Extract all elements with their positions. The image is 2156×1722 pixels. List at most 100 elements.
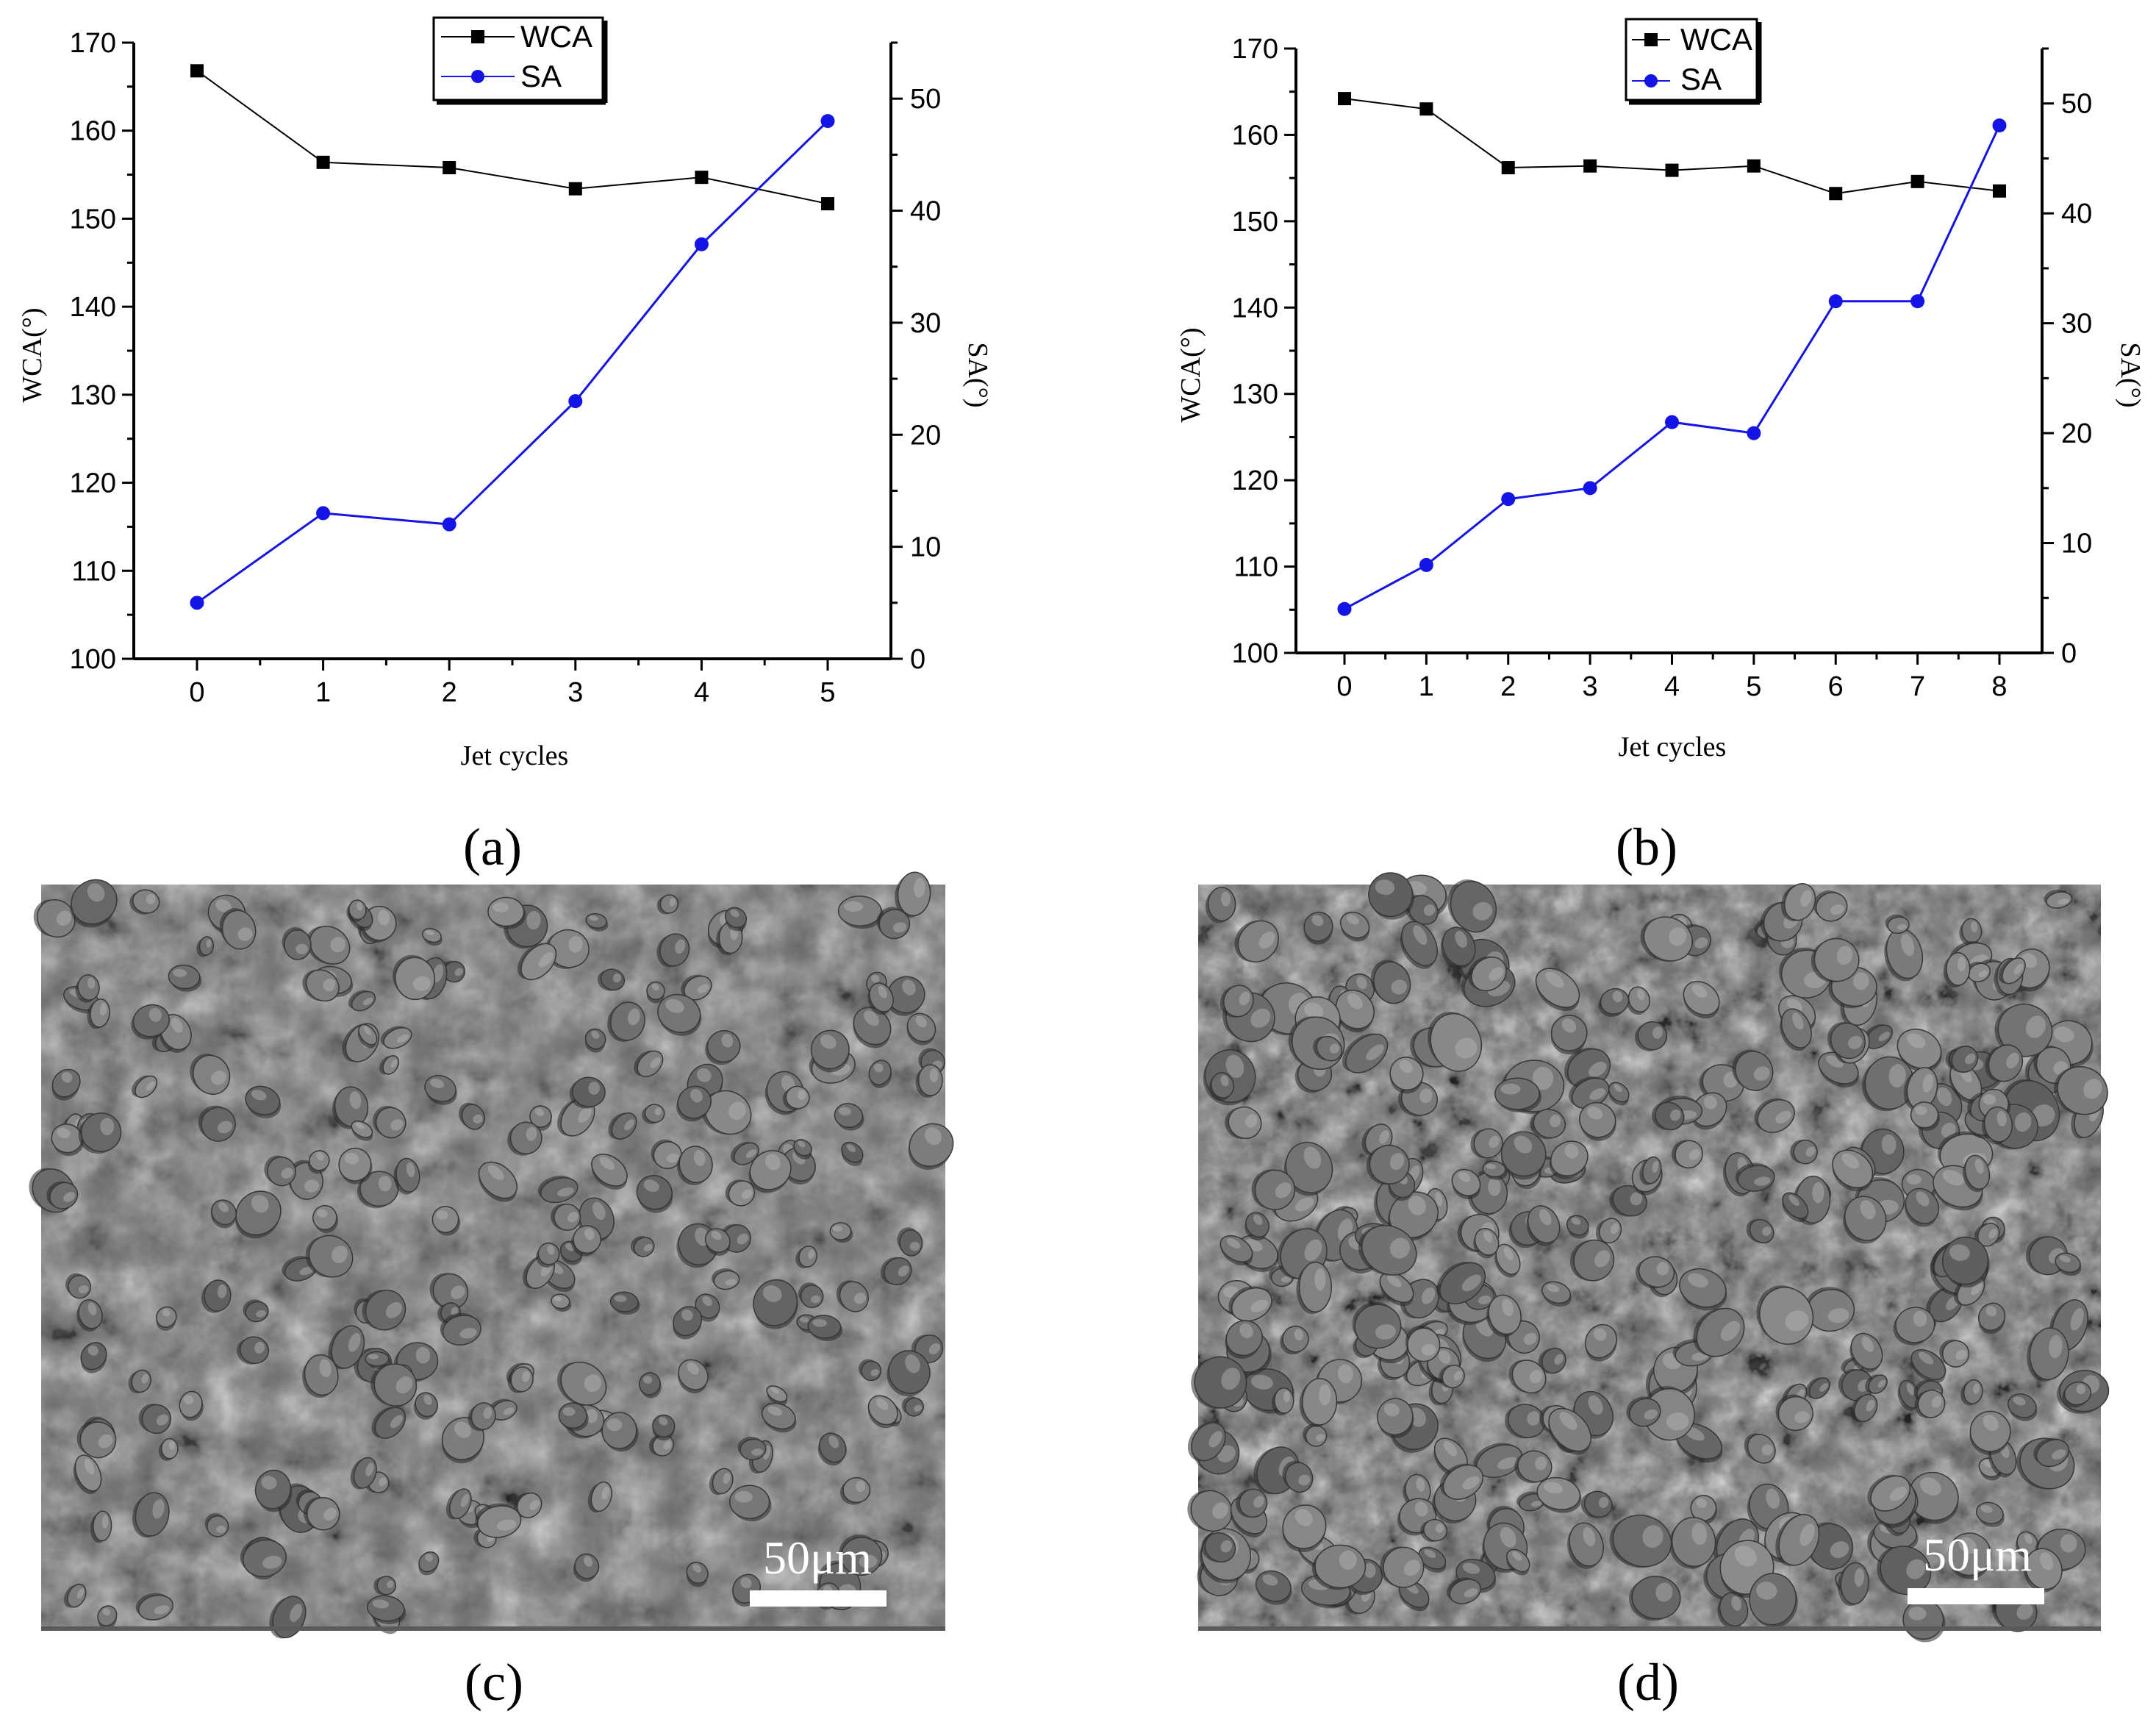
x-tick-label: 4 bbox=[1664, 671, 1680, 702]
sem-grain bbox=[1237, 920, 1279, 962]
sem-grain bbox=[235, 1190, 282, 1236]
sem-grain bbox=[554, 1203, 581, 1231]
sem-grain bbox=[179, 1390, 203, 1418]
panel-label-c: (c) bbox=[465, 1653, 523, 1712]
sem-grain bbox=[432, 1273, 469, 1310]
chart-b-axes bbox=[1294, 49, 2044, 654]
sa-point bbox=[316, 506, 331, 521]
sem-grain-highlight bbox=[1754, 1176, 1771, 1186]
sem-grain bbox=[724, 907, 748, 929]
sa-point bbox=[1583, 481, 1597, 496]
sem-grain-highlight bbox=[589, 915, 598, 921]
sem-grain bbox=[558, 1402, 587, 1429]
sem-grain bbox=[1637, 1021, 1668, 1051]
sem-grain bbox=[1494, 1077, 1540, 1110]
sem-grain bbox=[477, 1505, 522, 1538]
sem-grain-highlight bbox=[1379, 1130, 1389, 1144]
wca-point bbox=[1501, 161, 1515, 175]
chart-a-x-axis-title: Jet cycles bbox=[461, 740, 569, 771]
sem-grain-highlight bbox=[1766, 1488, 1780, 1510]
left-tick-label: 170 bbox=[70, 28, 116, 59]
sa-series-line bbox=[196, 120, 829, 604]
sem-grain bbox=[704, 1228, 731, 1253]
sem-grain-highlight bbox=[651, 983, 659, 991]
sem-grain-highlight bbox=[870, 974, 880, 983]
sem-grain-highlight bbox=[751, 1448, 764, 1456]
sem-grain-highlight bbox=[812, 1318, 828, 1327]
sem-grain-highlight bbox=[584, 1228, 595, 1240]
sem-grain bbox=[1598, 1218, 1622, 1244]
sem-grain-highlight bbox=[1212, 1502, 1228, 1519]
sem-grain bbox=[1482, 1160, 1506, 1178]
sem-grain-highlight bbox=[1298, 1474, 1311, 1486]
chart-a-legend: WCA SA bbox=[432, 16, 608, 105]
sem-grain-highlight bbox=[723, 1473, 731, 1485]
sem-grain-highlight bbox=[2083, 1079, 2102, 1099]
sem-grain-highlight bbox=[1311, 915, 1324, 926]
sem-grain-highlight bbox=[811, 1295, 821, 1304]
sem-grain bbox=[1305, 1425, 1328, 1447]
sem-grain-highlight bbox=[808, 1249, 815, 1260]
sem-grain-highlight bbox=[925, 1127, 942, 1146]
sem-grain-highlight bbox=[1258, 932, 1275, 949]
sem-grain bbox=[1696, 1307, 1745, 1357]
sem-grain-highlight bbox=[526, 1126, 537, 1141]
sem-grain-highlight bbox=[357, 901, 363, 911]
sem-grain bbox=[90, 998, 110, 1028]
sem-grain-highlight bbox=[828, 1435, 839, 1448]
left-tick-label: 170 bbox=[1232, 34, 1278, 65]
sem-grain-highlight bbox=[332, 1246, 348, 1264]
sem-grain-highlight bbox=[1337, 1364, 1353, 1384]
x-tick-label: 0 bbox=[189, 677, 204, 708]
sem-grain-highlight bbox=[61, 1071, 73, 1083]
sem-grain-highlight bbox=[1753, 1066, 1770, 1082]
chart-b-left-axis-title: WCA(°) bbox=[1175, 327, 1206, 422]
x-tick-label: 5 bbox=[1746, 671, 1761, 702]
sem-grain-highlight bbox=[853, 1293, 866, 1304]
sem-grain-highlight bbox=[2053, 1026, 2074, 1043]
sem-grain-highlight bbox=[1545, 971, 1564, 988]
sem-grain-highlight bbox=[2052, 1449, 2066, 1460]
sem-grain-highlight bbox=[844, 901, 864, 912]
sem-grain bbox=[1506, 1548, 1530, 1573]
sem-grain bbox=[739, 1438, 767, 1460]
sem-grain-highlight bbox=[1916, 1191, 1930, 1207]
sem-grain-highlight bbox=[1497, 1457, 1518, 1470]
sem-grain-highlight bbox=[2024, 1534, 2033, 1544]
sem-grain-highlight bbox=[1502, 1298, 1514, 1317]
sem-grain bbox=[1830, 1022, 1866, 1060]
sem-grain-highlight bbox=[368, 1354, 379, 1360]
sem-grain-highlight bbox=[396, 1035, 409, 1043]
sem-grain-highlight bbox=[1221, 1368, 1241, 1390]
sem-grain-highlight bbox=[1294, 1329, 1304, 1341]
wca-point bbox=[1747, 159, 1761, 173]
sem-grain bbox=[733, 1142, 759, 1165]
sem-grain-highlight bbox=[261, 1476, 277, 1490]
sem-grain bbox=[1683, 981, 1720, 1016]
sem-grain-highlight bbox=[734, 1490, 753, 1503]
sem-grain-highlight bbox=[2016, 1603, 2033, 1620]
sem-grain-highlight bbox=[173, 968, 187, 977]
sem-grain bbox=[131, 1369, 151, 1393]
sem-grain-highlight bbox=[1486, 1163, 1497, 1170]
sem-grain-highlight bbox=[1314, 1268, 1326, 1291]
sem-grain bbox=[1220, 1235, 1253, 1262]
sem-grain bbox=[1870, 1475, 1911, 1512]
sem-grain-highlight bbox=[1955, 1349, 1967, 1360]
legend-sa-marker bbox=[471, 70, 484, 83]
wca-point bbox=[695, 171, 709, 185]
sem-grain-highlight bbox=[614, 1295, 627, 1302]
sem-grain bbox=[840, 1537, 883, 1576]
sem-grain bbox=[1430, 1012, 1483, 1072]
sem-grain-highlight bbox=[84, 1458, 95, 1475]
sem-grain-highlight bbox=[1919, 1351, 1934, 1365]
sem-grain bbox=[1905, 1187, 1940, 1224]
sem-grain-highlight bbox=[728, 1101, 746, 1121]
sem-grain bbox=[242, 1539, 287, 1578]
sem-grain-highlight bbox=[423, 1394, 432, 1405]
sem-grain bbox=[431, 1206, 459, 1233]
right-tick-label: 50 bbox=[2061, 89, 2092, 120]
sem-grain bbox=[308, 1150, 330, 1171]
sem-grain-highlight bbox=[1544, 1482, 1564, 1494]
sem-grain bbox=[1550, 1140, 1589, 1176]
